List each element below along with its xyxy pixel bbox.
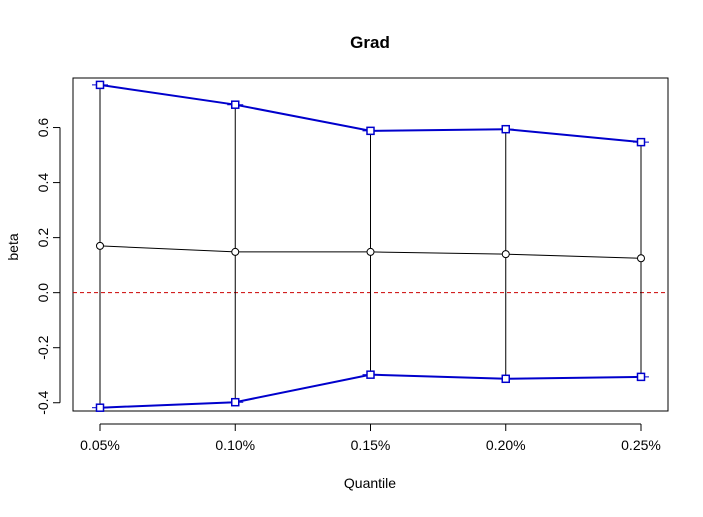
x-tick-label: 0.15%: [351, 437, 391, 453]
x-tick-label: 0.20%: [486, 437, 526, 453]
x-tick-label: 0.25%: [621, 437, 661, 453]
point-estimate: [637, 254, 645, 263]
y-tick-label: 0.0: [35, 283, 51, 303]
series-line-lower: [99, 373, 642, 409]
y-tick-label: -0.4: [35, 390, 51, 414]
y-axis-label: beta: [5, 233, 21, 260]
point-lower: [501, 374, 510, 384]
point-upper: [501, 124, 510, 134]
y-tick-label: 0.6: [35, 118, 51, 138]
point-lower: [366, 370, 375, 379]
chart-title: Grad: [350, 33, 390, 52]
point-upper: [366, 126, 375, 136]
point-estimate: [366, 247, 375, 256]
point-lower: [95, 403, 105, 412]
plot-frame: [72, 77, 669, 412]
y-tick-label: 0.4: [35, 173, 51, 193]
point-lower: [636, 372, 646, 382]
point-upper: [231, 100, 240, 109]
x-tick-label: 0.10%: [215, 437, 255, 453]
x-axis-label: Quantile: [344, 475, 396, 491]
y-tick-label: -0.2: [35, 335, 51, 359]
point-estimate: [501, 250, 510, 259]
point-estimate: [96, 241, 104, 250]
point-upper: [636, 137, 646, 147]
y-tick-label: 0.2: [35, 228, 51, 248]
point-upper: [95, 80, 105, 90]
point-lower: [231, 397, 240, 407]
x-tick-label: 0.05%: [80, 437, 120, 453]
point-estimate: [231, 247, 240, 256]
